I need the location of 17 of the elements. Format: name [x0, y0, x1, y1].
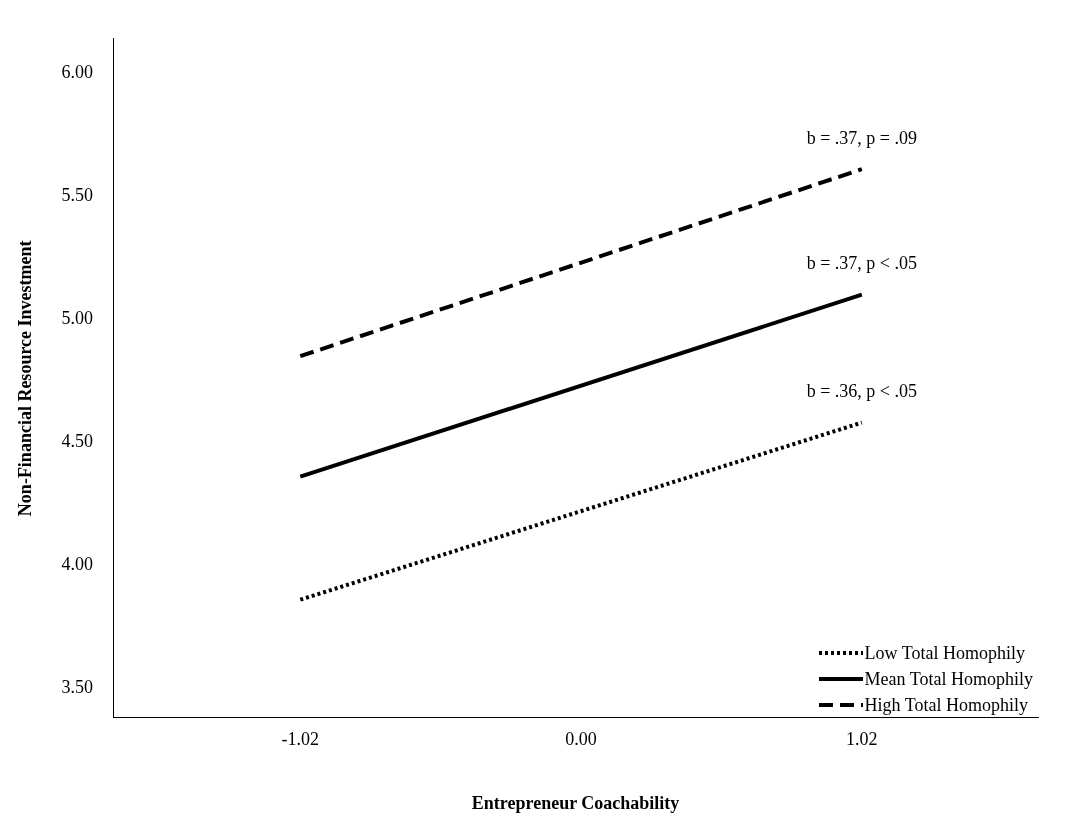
legend-label: Low Total Homophily — [864, 642, 1026, 664]
y-tick-label: 5.00 — [61, 307, 94, 328]
legend-label: Mean Total Homophily — [864, 668, 1033, 690]
y-axis-title: Non-Financial Resource Investment — [15, 240, 36, 517]
annotation: b = .37, p < .05 — [806, 253, 917, 274]
y-tick-label: 3.50 — [61, 677, 94, 698]
x-axis-title: Entrepreneur Coachability — [471, 792, 680, 813]
annotation: b = .36, p < .05 — [806, 381, 917, 402]
y-tick-label: 4.00 — [61, 554, 94, 575]
y-tick-label: 6.00 — [61, 61, 94, 82]
legend-label: High Total Homophily — [864, 694, 1029, 716]
y-tick-label: 4.50 — [61, 431, 94, 451]
x-tick-label: 0.00 — [565, 729, 597, 750]
x-tick-label: 1.02 — [846, 729, 878, 750]
y-tick-label: 5.50 — [61, 184, 94, 205]
annotation: b = .37, p = .09 — [806, 127, 917, 148]
x-tick-label: -1.02 — [281, 729, 320, 750]
